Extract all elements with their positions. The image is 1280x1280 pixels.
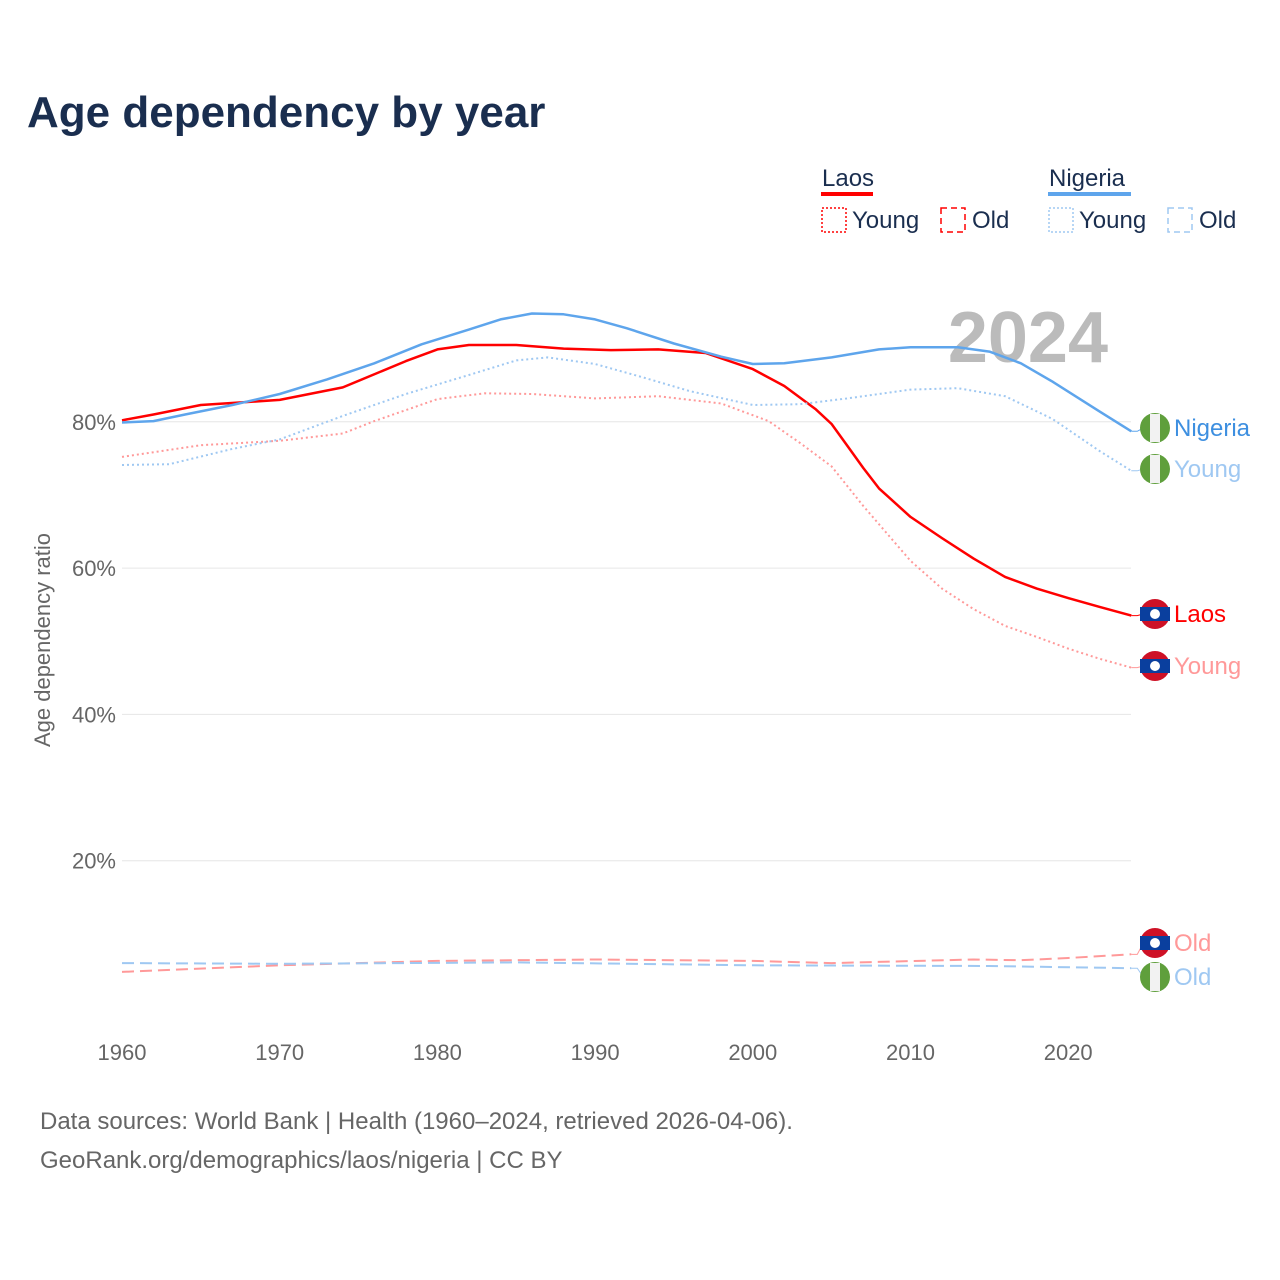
- laos-flag-moon: [1150, 938, 1160, 948]
- legend-old-label: Old: [972, 207, 1009, 234]
- legend-old-swatch: [1167, 207, 1193, 233]
- series-line-nigeria: [121, 312, 1132, 433]
- legend-title-laos: Laos: [822, 165, 874, 192]
- series-line-laos-young: [121, 392, 1132, 669]
- footer-sources: Data sources: World Bank | Health (1960–…: [40, 1108, 793, 1135]
- nigeria-flag-stripe: [1150, 963, 1160, 991]
- x-tick-label: 1970: [255, 1040, 304, 1065]
- legend-old-swatch: [940, 207, 966, 233]
- x-tick-label: 2010: [886, 1040, 935, 1065]
- x-tick-label: 1960: [98, 1040, 147, 1065]
- y-tick-label: 80%: [72, 410, 116, 435]
- series-line-nigeria-young: [121, 356, 1132, 472]
- end-label: Nigeria: [1174, 415, 1251, 442]
- year-watermark: 2024: [948, 298, 1108, 378]
- end-label: Old: [1174, 930, 1211, 957]
- series-line-laos: [121, 343, 1132, 617]
- footer-link[interactable]: GeoRank.org/demographics/laos/nigeria | …: [40, 1147, 563, 1174]
- chart-title: Age dependency by year: [27, 88, 546, 137]
- y-tick-label: 20%: [72, 849, 116, 874]
- end-label: Old: [1174, 964, 1211, 991]
- x-tick-label: 2020: [1044, 1040, 1093, 1065]
- y-tick-label: 40%: [72, 702, 116, 727]
- end-label: Young: [1174, 653, 1241, 680]
- laos-flag-moon: [1150, 661, 1160, 671]
- legend-young-label: Young: [852, 207, 919, 234]
- end-label: Laos: [1174, 601, 1226, 628]
- laos-flag-moon: [1150, 609, 1160, 619]
- end-label: Young: [1174, 456, 1241, 483]
- nigeria-flag-stripe: [1150, 455, 1160, 483]
- series-line-nigeria-old: [121, 961, 1132, 970]
- legend-young-swatch: [1048, 207, 1074, 233]
- legend-young-label: Young: [1079, 207, 1146, 234]
- x-tick-label: 1990: [571, 1040, 620, 1065]
- y-axis-label: Age dependency ratio: [30, 533, 55, 747]
- y-tick-label: 60%: [72, 556, 116, 581]
- legend-title-nigeria: Nigeria: [1049, 165, 1126, 192]
- nigeria-flag-stripe: [1150, 414, 1160, 442]
- legend-young-swatch: [821, 207, 847, 233]
- x-tick-label: 2000: [728, 1040, 777, 1065]
- x-tick-label: 1980: [413, 1040, 462, 1065]
- legend-old-label: Old: [1199, 207, 1236, 234]
